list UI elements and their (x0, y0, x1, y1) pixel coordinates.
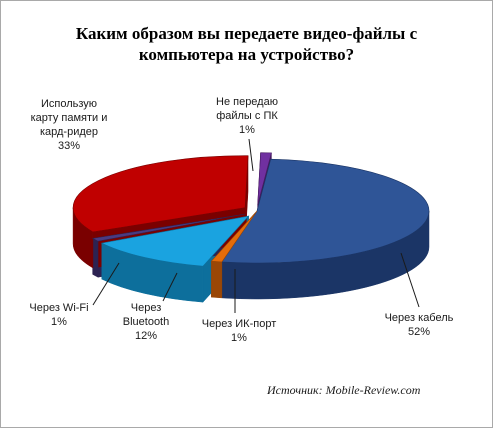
slice-top-ir (210, 210, 258, 263)
chart-title: Каким образом вы передаете видео-файлы с… (1, 23, 492, 65)
slice-label-wifi-name: Через Wi-Fi (29, 302, 89, 314)
leader-lines (92, 138, 420, 313)
slice-label-cardreader-pct: 33% (57, 140, 81, 152)
slice-label-bluetooth-name-1: Через (130, 302, 162, 314)
slice-rim-wifi-0 (92, 237, 99, 278)
slice-label-cable-pct: 52% (407, 326, 431, 338)
slice-label-cable-name: Через кабель (384, 312, 454, 324)
slice-label-wifi-pct: 1% (51, 316, 67, 328)
slice-label-cardreader: Использую карту памяти и кард-ридер 33% (19, 97, 119, 153)
slice-top-bluetooth (100, 215, 250, 267)
slice-label-none: Не передаю файлы с ПК 1% (207, 95, 287, 137)
leader-line-none (248, 138, 254, 172)
slice-top-wifi (91, 213, 245, 242)
pie-tops (72, 152, 430, 267)
slice-top-cable (221, 158, 430, 264)
slice-label-none-pct: 1% (239, 124, 255, 136)
slice-label-none-name-2: файлы с ПК (216, 110, 278, 122)
source-note: Источник: Mobile-Review.com (267, 383, 421, 397)
slice-top-none (257, 152, 272, 205)
leader-line-wifi (92, 262, 120, 306)
slice-label-ir: Через ИК-порт 1% (195, 317, 283, 345)
slice-label-cardreader-name-1: Использую (40, 98, 98, 110)
slice-label-bluetooth-pct: 12% (134, 330, 158, 342)
slice-label-bluetooth: Через Bluetooth 12% (113, 301, 179, 343)
slice-label-cable: Через кабель 52% (379, 311, 459, 339)
leader-line-bluetooth (162, 272, 178, 302)
slice-top-cardreader (72, 155, 249, 233)
chart-title-line-2: компьютера на устройство? (138, 45, 355, 64)
slice-label-bluetooth-name-2: Bluetooth (122, 316, 170, 328)
slice-label-ir-name: Через ИК-порт (201, 318, 277, 330)
leader-line-cable (400, 252, 420, 308)
slice-label-wifi: Через Wi-Fi 1% (23, 301, 95, 329)
slice-label-cardreader-name-3: кард-ридер (39, 126, 99, 138)
slice-label-ir-pct: 1% (231, 332, 247, 344)
slice-label-cardreader-name-2: карту памяти и (30, 112, 108, 124)
slice-label-none-name-1: Не передаю (216, 96, 278, 108)
slice-rim-ir-0 (211, 260, 223, 299)
chart-title-line-1: Каким образом вы передаете видео-файлы с (75, 24, 418, 43)
